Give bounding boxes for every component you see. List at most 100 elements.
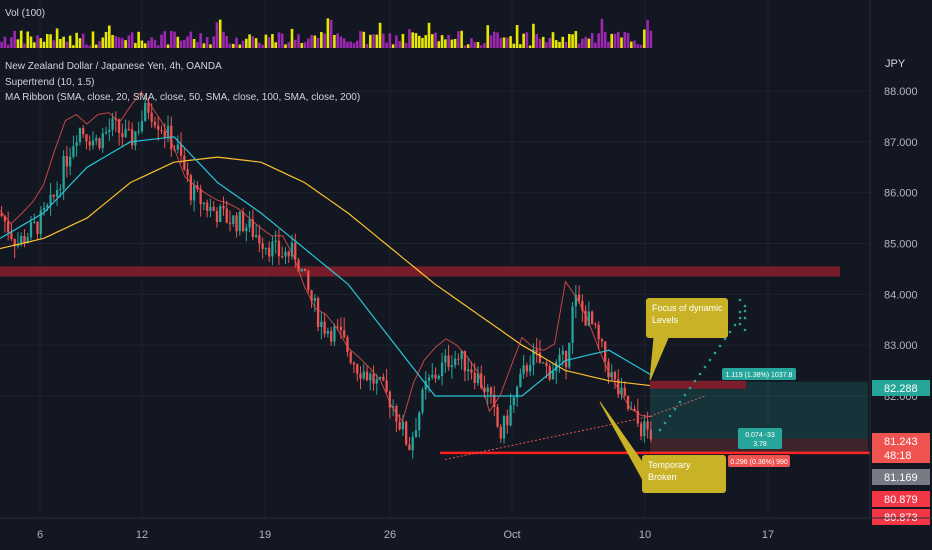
candle-body: [509, 405, 512, 426]
volume-bar: [163, 31, 167, 48]
volume-bar: [568, 33, 571, 48]
candle-body: [78, 128, 82, 142]
candle-body: [489, 387, 493, 395]
callout-dynamic-levels: Focus of dynamic Levels: [646, 298, 728, 381]
price-badge-bg: [872, 380, 930, 396]
candle-body: [584, 310, 587, 326]
volume-bar: [258, 42, 261, 48]
candle-body: [241, 211, 245, 232]
candle-body: [49, 194, 52, 205]
candle-body: [421, 389, 424, 413]
volume-bar: [72, 45, 75, 48]
price-badge-text: 81.169: [884, 472, 918, 484]
candle-body: [405, 421, 408, 445]
price-tick: 88.000: [884, 86, 918, 98]
candle-body: [140, 120, 144, 132]
volume-bar: [509, 36, 512, 48]
candle-body: [117, 119, 121, 134]
volume-bar: [404, 43, 408, 48]
volume-bar: [150, 37, 154, 48]
volume-bar: [489, 35, 493, 48]
candle-body: [130, 129, 134, 146]
candle-body: [431, 374, 434, 378]
volume-bar: [254, 38, 258, 48]
candle-body: [568, 342, 571, 368]
volume-bar: [176, 36, 180, 48]
volume-bar: [378, 22, 382, 48]
candle-body: [55, 190, 59, 197]
candle-body: [95, 138, 98, 141]
candle-body: [274, 240, 277, 242]
volume-bar: [183, 39, 186, 48]
volume-bar: [267, 37, 271, 48]
volume-bar: [355, 40, 359, 48]
candle-body: [232, 215, 235, 224]
candle-body: [222, 206, 225, 209]
volume-bar: [222, 31, 225, 48]
candle-body: [104, 132, 108, 134]
candle-body: [378, 376, 382, 379]
candle-body: [186, 169, 189, 176]
volume-bar: [251, 36, 255, 48]
candle-body: [391, 406, 395, 408]
position-stop-label-bg: [728, 455, 790, 467]
projection-dot: [698, 372, 702, 376]
candle-body: [134, 131, 137, 146]
candle-body: [502, 415, 506, 439]
candle-body: [261, 243, 264, 249]
candle-body: [591, 311, 594, 325]
volume-bar: [385, 42, 388, 48]
volume-bar: [417, 35, 421, 48]
volume-bar: [365, 43, 369, 48]
candle-body: [525, 365, 529, 372]
volume-bar: [62, 36, 65, 48]
volume-bar: [587, 38, 591, 48]
volume-bar: [427, 22, 431, 48]
volume-bar: [473, 42, 476, 48]
candle-body: [418, 412, 421, 431]
volume-bar: [535, 33, 538, 48]
callout-dynamic-levels-text: Levels: [652, 315, 679, 325]
volume-bar: [277, 32, 281, 48]
volume-bar: [147, 40, 150, 48]
candle-body: [36, 221, 39, 235]
volume-bar: [362, 31, 366, 48]
volume-bar: [554, 40, 558, 48]
candle-body: [20, 236, 23, 245]
volume-bar: [375, 34, 379, 48]
candle-body: [398, 421, 401, 430]
candle-body: [506, 415, 509, 426]
candle-body: [359, 373, 362, 379]
volume-bar: [202, 43, 206, 48]
volume-bar: [293, 39, 297, 48]
candle-body: [297, 259, 300, 272]
volume-bar: [137, 31, 140, 48]
candle-body: [59, 188, 62, 191]
time-tick: 17: [762, 529, 774, 541]
candle-body: [192, 185, 196, 201]
volume-bar: [525, 32, 529, 48]
projection-dot: [693, 379, 697, 383]
candle-body: [91, 140, 95, 146]
volume-bar: [326, 18, 330, 48]
volume-bar: [411, 32, 415, 48]
volume-bar: [101, 37, 105, 48]
volume-bar: [3, 36, 7, 48]
candle-body: [444, 355, 447, 363]
price-tick: 84.000: [884, 289, 918, 301]
volume-bar: [499, 37, 503, 48]
candle-body: [212, 206, 215, 212]
price-badge: 80.873: [872, 509, 930, 525]
volume-bar: [643, 29, 646, 48]
price-badge-bg: [872, 509, 930, 525]
candle-body: [228, 222, 232, 224]
candle-body: [294, 242, 297, 260]
candle-body: [160, 129, 163, 132]
volume-bar: [558, 41, 561, 48]
candle-body: [581, 301, 584, 311]
volume-bar: [134, 42, 137, 48]
candle-body: [183, 155, 186, 170]
volume-bar: [117, 37, 121, 48]
volume-bar: [577, 43, 581, 48]
